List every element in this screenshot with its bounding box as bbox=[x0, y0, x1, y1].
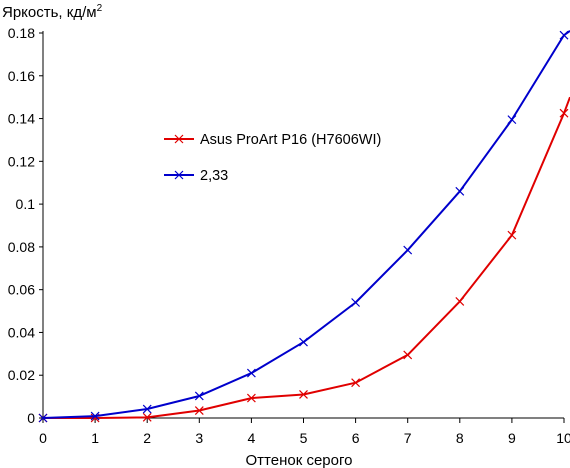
x-tick-label: 0 bbox=[39, 430, 47, 446]
x-tick-label: 6 bbox=[352, 430, 360, 446]
x-axis-title: Оттенок серого bbox=[246, 452, 353, 468]
y-tick-label: 0.14 bbox=[8, 111, 35, 127]
series-line bbox=[43, 96, 570, 419]
series-line bbox=[42, 30, 570, 419]
data-point-marker bbox=[194, 406, 204, 415]
data-point-marker bbox=[455, 297, 465, 306]
x-tick-label: 5 bbox=[300, 430, 308, 446]
y-axis: 0 0.02 0.04 0.06 0.08 0.1 0.12 0.14 0.16 0.18 bbox=[8, 25, 44, 426]
data-point-marker bbox=[246, 368, 256, 378]
data-point-marker bbox=[559, 108, 569, 118]
legend: Asus ProArt P16 (H7606WI) 2,33 bbox=[164, 132, 381, 184]
data-point-marker bbox=[38, 413, 48, 423]
y-tick-label: 0.02 bbox=[8, 367, 35, 383]
x-axis: 0 1 2 3 4 5 6 7 8 9 10 bbox=[39, 417, 570, 446]
series-2 bbox=[38, 30, 570, 423]
data-point-marker bbox=[455, 186, 465, 196]
x-tick-label: 9 bbox=[508, 430, 516, 446]
plot-series bbox=[38, 30, 570, 423]
y-tick-label: 0.06 bbox=[8, 282, 35, 298]
y-tick-label: 0.18 bbox=[8, 25, 35, 41]
y-axis-title: Яркость, кд/м2 bbox=[2, 3, 103, 21]
data-point-marker bbox=[403, 350, 413, 360]
legend-marker bbox=[174, 134, 184, 144]
data-point-marker bbox=[351, 378, 361, 388]
x-tick-label: 8 bbox=[456, 430, 464, 446]
x-tick-label: 2 bbox=[143, 430, 151, 446]
data-point-marker bbox=[507, 115, 517, 125]
y-tick-label: 0 bbox=[27, 410, 35, 426]
data-point-marker bbox=[194, 391, 204, 401]
data-point-marker bbox=[507, 230, 517, 240]
y-tick-label: 0.16 bbox=[8, 68, 35, 84]
data-point-marker bbox=[90, 411, 100, 421]
y-tick-label: 0.1 bbox=[16, 196, 36, 212]
x-tick-label: 4 bbox=[248, 430, 256, 446]
legend-label: Asus ProArt P16 (H7606WI) bbox=[200, 132, 381, 148]
y-tick-label: 0.12 bbox=[8, 153, 35, 169]
data-point-marker bbox=[403, 245, 413, 255]
x-tick-label: 1 bbox=[91, 430, 99, 446]
x-tick-label: 3 bbox=[195, 430, 203, 446]
y-tick-label: 0.08 bbox=[8, 239, 35, 255]
y-tick-label: 0.04 bbox=[8, 324, 35, 340]
data-point-marker bbox=[142, 412, 152, 422]
data-point-marker bbox=[142, 404, 152, 414]
legend-marker bbox=[174, 170, 184, 180]
y-axis-title-superscript: 2 bbox=[97, 3, 103, 14]
x-tick-label: 7 bbox=[404, 430, 412, 446]
data-point-marker bbox=[299, 390, 308, 399]
x-tick-label: 10 bbox=[556, 430, 570, 446]
data-point-marker bbox=[246, 393, 256, 403]
data-point-marker bbox=[299, 337, 308, 347]
legend-label: 2,33 bbox=[200, 168, 228, 184]
data-point-marker bbox=[559, 30, 569, 40]
data-point-marker bbox=[351, 298, 361, 307]
